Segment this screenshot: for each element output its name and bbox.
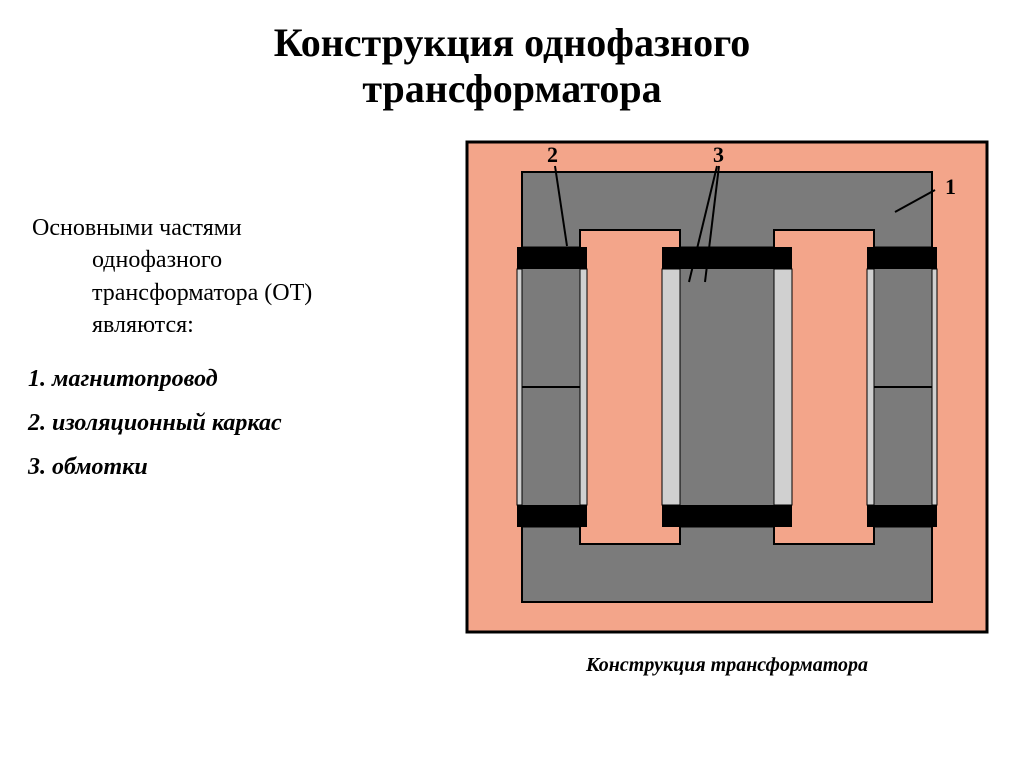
svg-text:1: 1 xyxy=(945,174,956,199)
slide-title: Конструкция однофазного трансформатора xyxy=(0,0,1024,112)
svg-text:3: 3 xyxy=(713,142,724,167)
figure-caption: Конструкция трансформатора xyxy=(586,654,868,677)
list-item-1: 1. магнитопровод xyxy=(28,360,420,398)
intro-line2: однофазного xyxy=(92,244,420,276)
intro-line4: являются: xyxy=(92,309,420,341)
text-column: Основными частями однофазного трансформа… xyxy=(0,132,430,493)
transformer-diagram: 1 2 3 xyxy=(457,132,997,642)
figure-column: 1 2 3 Конструкция трансформатора xyxy=(430,132,1024,677)
list-item-3: 3. обмотки xyxy=(28,448,420,486)
list-item-2: 2. изоляционный каркас xyxy=(28,404,420,442)
svg-text:2: 2 xyxy=(547,142,558,167)
intro-text: Основными частями однофазного трансформа… xyxy=(28,212,420,342)
title-line1: Конструкция однофазного xyxy=(274,20,751,65)
body-row: Основными частями однофазного трансформа… xyxy=(0,132,1024,677)
intro-line1: Основными частями xyxy=(32,215,242,241)
intro-line3: трансформатора (ОТ) xyxy=(92,277,420,309)
title-line2: трансформатора xyxy=(362,66,661,111)
slide: Конструкция однофазного трансформатора О… xyxy=(0,0,1024,767)
